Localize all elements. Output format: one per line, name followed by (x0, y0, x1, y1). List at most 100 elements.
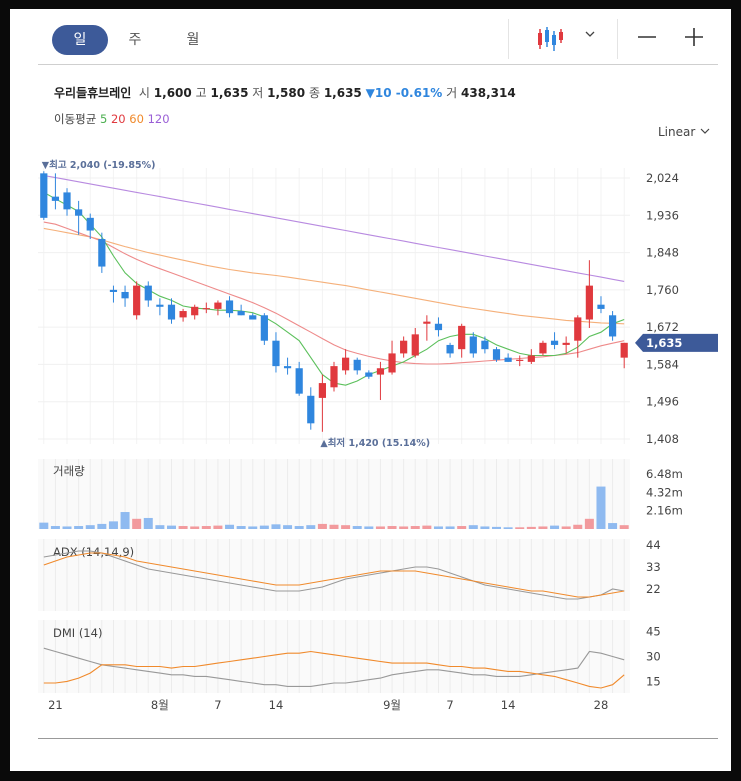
candle-body (272, 340, 280, 367)
volume-bar (433, 526, 443, 529)
volume-bar (538, 526, 548, 529)
candle-body (469, 336, 477, 354)
candle-body (214, 302, 222, 309)
ma5-label: 5 (99, 112, 108, 126)
high-label: 고 (195, 86, 207, 100)
x-axis-tick-label: 7 (214, 698, 221, 712)
ma20-label: 20 (110, 112, 126, 126)
tab-month[interactable]: 월 (186, 32, 200, 48)
scale-mode-label: Linear (658, 125, 696, 139)
candle-body (458, 325, 466, 350)
candle-body (608, 315, 617, 337)
volume-bar (248, 526, 258, 529)
candle-body (167, 304, 176, 320)
candle-body (574, 317, 582, 341)
low-value: 1,580 (267, 86, 306, 100)
scale-mode-select[interactable]: Linear (658, 125, 711, 139)
candle-body (237, 311, 245, 316)
candle-body (156, 304, 164, 307)
candle-body (40, 173, 48, 218)
volume-bar (584, 518, 594, 529)
chart-svg[interactable]: 2,024 1,936 1,848 1,760 1,672 1,584 1,496 1,408… (10, 9, 731, 771)
volume-bar (97, 523, 107, 529)
candle-body (63, 192, 71, 210)
zoom-out-icon[interactable] (637, 29, 657, 45)
candle-body (411, 334, 419, 356)
moving-average-legend: 이동평균 5 20 60 120 (54, 111, 170, 127)
candlestick-type-icon[interactable] (535, 25, 565, 53)
volume-bar (515, 527, 525, 529)
volume-bar (550, 525, 560, 529)
volume-bar (306, 525, 316, 529)
candle-body (434, 323, 443, 331)
volume-bar (526, 526, 536, 529)
volume-value: 438,314 (461, 86, 516, 100)
chart-panel: 일 주 월 우리들휴브레인 시 1,600 고 1,635 저 1,580 종 … (10, 9, 731, 771)
close-value: 1,635 (323, 86, 362, 100)
open-value: 1,600 (153, 86, 192, 100)
x-axis-tick-label: 14 (501, 698, 516, 712)
tab-week[interactable]: 주 (128, 32, 142, 48)
dmi-tick-label: 45 (646, 625, 661, 639)
volume-bar (294, 526, 304, 529)
toolbar-divider (508, 19, 509, 59)
volume-bar (283, 525, 293, 529)
volume-bar (561, 526, 571, 529)
volume-bar (352, 526, 362, 529)
x-axis-tick-label: 8월 (151, 698, 169, 712)
candle-body (307, 395, 315, 424)
volume-bar (457, 526, 467, 529)
x-axis-tick-label: 9월 (383, 698, 401, 712)
volume-bar (329, 524, 339, 529)
volume-bar (120, 512, 130, 529)
candle-body (260, 315, 268, 341)
tab-day[interactable]: 일 (52, 25, 108, 55)
volume-bar (410, 526, 420, 529)
dmi-title: DMI (14) (53, 626, 102, 640)
volume-bar (225, 524, 235, 529)
dmi-tick-label: 15 (646, 674, 661, 688)
volume-bar (155, 525, 165, 529)
zoom-in-icon[interactable] (684, 27, 704, 47)
candle-body (365, 372, 373, 377)
candle-body (376, 368, 385, 375)
volume-bar (445, 526, 455, 529)
volume-bar (608, 523, 618, 529)
candle-body (109, 289, 118, 292)
candle-body (295, 368, 303, 394)
candle-body (516, 359, 524, 361)
candle-body (283, 366, 292, 369)
candle-body (342, 357, 350, 371)
price-tick-label: 1,936 (646, 208, 679, 222)
candle-body (446, 344, 454, 354)
stock-name: 우리들휴브레인 (54, 86, 132, 100)
volume-bar (190, 526, 200, 529)
volume-bar (317, 523, 327, 529)
volume-bar (492, 526, 502, 529)
volume-label: 거 (446, 86, 458, 100)
close-label: 종 (308, 86, 320, 100)
candle-body (539, 342, 547, 354)
candle-body (550, 340, 559, 345)
chevron-down-icon[interactable] (584, 29, 596, 39)
volume-bar (50, 526, 60, 529)
volume-bar (422, 525, 432, 529)
max-price-annotation: ▼최고 2,040 (-19.85%) (42, 159, 156, 171)
candle-body (388, 353, 396, 373)
candle-body (504, 357, 512, 362)
candle-body (86, 217, 94, 231)
candle-body (330, 366, 338, 388)
open-label: 시 (138, 86, 150, 100)
candle-body (620, 342, 628, 358)
candle-body (249, 315, 257, 320)
dmi-minus-line (43, 650, 625, 689)
volume-bar (503, 527, 513, 529)
price-tick-label: 1,672 (646, 320, 679, 334)
volume-bar (178, 526, 188, 529)
candle-body (481, 340, 489, 350)
candle-body (527, 355, 535, 362)
volume-bar (259, 525, 269, 529)
candle-body (75, 209, 83, 216)
candle-body (179, 311, 187, 318)
volume-bar (108, 521, 118, 529)
